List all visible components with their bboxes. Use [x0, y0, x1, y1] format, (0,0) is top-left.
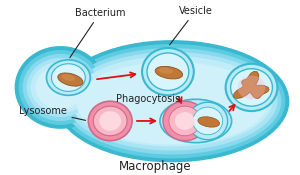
- Text: Bacterium: Bacterium: [70, 8, 125, 58]
- Ellipse shape: [52, 64, 85, 91]
- Ellipse shape: [231, 69, 272, 106]
- Ellipse shape: [99, 111, 121, 131]
- Text: Phagocytosis: Phagocytosis: [116, 94, 180, 104]
- Ellipse shape: [226, 64, 278, 111]
- Ellipse shape: [155, 66, 183, 79]
- Text: Macrophage: Macrophage: [119, 160, 191, 173]
- Ellipse shape: [62, 48, 281, 155]
- Ellipse shape: [22, 54, 98, 121]
- Text: Vesicle: Vesicle: [169, 6, 213, 45]
- Ellipse shape: [193, 107, 223, 135]
- Ellipse shape: [160, 99, 232, 143]
- Ellipse shape: [61, 74, 75, 81]
- Ellipse shape: [159, 68, 173, 74]
- Ellipse shape: [66, 52, 278, 150]
- Ellipse shape: [175, 112, 195, 130]
- Ellipse shape: [15, 46, 106, 129]
- Ellipse shape: [35, 66, 85, 109]
- Text: Lysosome: Lysosome: [19, 106, 86, 120]
- Ellipse shape: [19, 50, 102, 125]
- Polygon shape: [233, 71, 269, 99]
- Ellipse shape: [93, 106, 127, 136]
- Ellipse shape: [58, 73, 83, 86]
- Ellipse shape: [27, 58, 94, 117]
- Ellipse shape: [76, 62, 268, 145]
- Ellipse shape: [169, 106, 201, 136]
- Ellipse shape: [31, 62, 90, 113]
- Ellipse shape: [238, 76, 266, 99]
- Ellipse shape: [71, 56, 272, 147]
- Ellipse shape: [163, 101, 207, 141]
- Ellipse shape: [58, 44, 285, 158]
- Ellipse shape: [147, 53, 189, 90]
- Ellipse shape: [142, 48, 194, 95]
- Ellipse shape: [54, 40, 290, 162]
- Ellipse shape: [198, 117, 220, 127]
- Ellipse shape: [188, 102, 228, 140]
- Ellipse shape: [46, 60, 90, 95]
- Ellipse shape: [88, 101, 132, 141]
